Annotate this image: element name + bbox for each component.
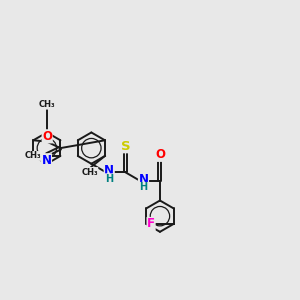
Text: N: N xyxy=(104,164,114,177)
Text: CH₃: CH₃ xyxy=(25,152,42,160)
Text: H: H xyxy=(140,182,148,192)
Text: CH₃: CH₃ xyxy=(81,167,98,176)
Text: O: O xyxy=(155,148,165,161)
Text: F: F xyxy=(147,218,155,230)
Text: N: N xyxy=(139,173,148,186)
Text: O: O xyxy=(42,130,52,143)
Text: CH₃: CH₃ xyxy=(38,100,55,109)
Text: S: S xyxy=(121,140,130,153)
Text: N: N xyxy=(41,154,51,167)
Text: H: H xyxy=(105,174,113,184)
